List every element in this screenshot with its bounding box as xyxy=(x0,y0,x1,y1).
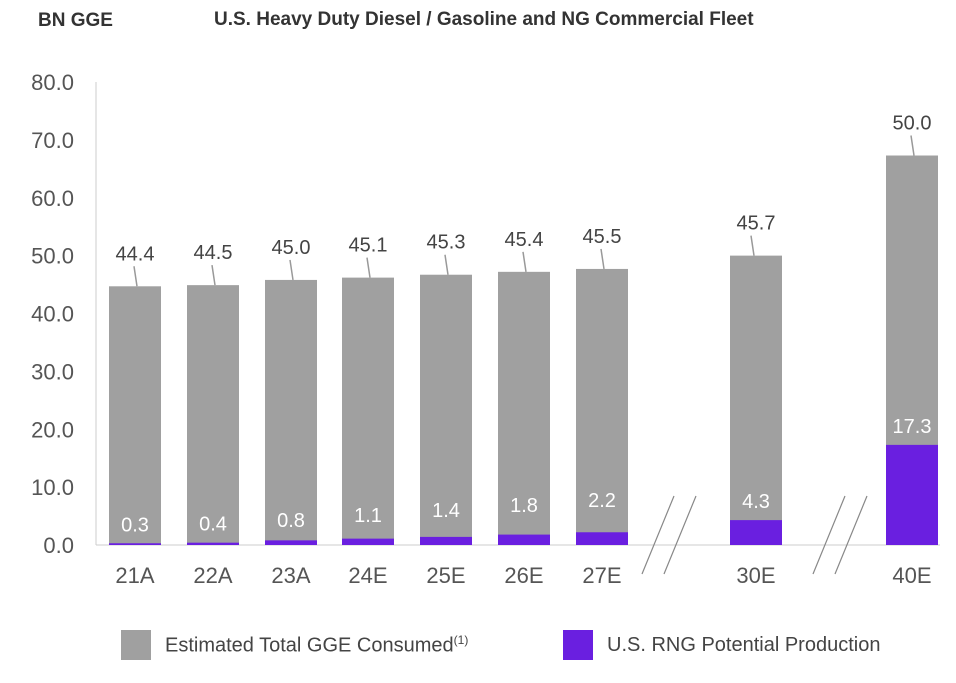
callout-line xyxy=(600,248,605,270)
y-tick-label: 0.0 xyxy=(43,533,74,558)
callout-line xyxy=(444,254,449,275)
unit-label: BN GGE xyxy=(38,10,113,31)
data-label-rng: 17.3 xyxy=(893,416,932,438)
x-tick-label: 40E xyxy=(892,563,931,588)
data-label-total: 44.5 xyxy=(194,242,233,264)
data-label-rng: 4.3 xyxy=(742,491,770,513)
bar-rng xyxy=(886,444,938,545)
legend-item-rng: U.S. RNG Potential Production xyxy=(563,628,880,662)
data-label-rng: 2.2 xyxy=(588,490,616,512)
callout-line xyxy=(366,257,371,278)
x-tick-label: 22A xyxy=(193,563,232,588)
data-label-rng: 1.4 xyxy=(432,500,460,522)
bar-rng xyxy=(730,520,782,545)
data-label-rng: 0.3 xyxy=(121,514,149,536)
data-label-rng: 0.8 xyxy=(277,510,305,532)
bar-rng xyxy=(109,543,161,545)
axis-break-mark xyxy=(663,495,697,575)
data-label-total: 45.0 xyxy=(272,237,311,259)
x-tick-label: 30E xyxy=(736,563,775,588)
axis-break-mark xyxy=(834,495,868,575)
legend-item-total: Estimated Total GGE Consumed(1) xyxy=(121,628,468,662)
x-tick-label: 24E xyxy=(348,563,387,588)
y-tick-label: 70.0 xyxy=(31,128,74,153)
y-tick-label: 80.0 xyxy=(31,70,74,95)
x-tick-label: 25E xyxy=(426,563,465,588)
y-tick-label: 10.0 xyxy=(31,475,74,500)
bar-total xyxy=(187,285,239,545)
chart-canvas: 0.0 10.0 20.0 30.0 40.0 50.0 60.0 70.0 80.0 44.4 0… xyxy=(31,70,940,588)
callout-line xyxy=(289,259,294,281)
callout-line xyxy=(522,251,527,272)
bar-rng xyxy=(342,538,394,545)
data-label-total: 45.1 xyxy=(349,235,388,257)
legend-label-rng: U.S. RNG Potential Production xyxy=(607,633,881,656)
data-label-rng: 1.8 xyxy=(510,495,538,517)
data-label-total: 50.0 xyxy=(893,113,932,135)
bar-total xyxy=(576,268,628,545)
legend-swatch-total xyxy=(121,630,151,660)
callout-line xyxy=(750,235,755,256)
bar-rng xyxy=(498,534,550,545)
bar-total xyxy=(342,277,394,545)
data-label-rng: 0.4 xyxy=(199,514,227,536)
axis-break-mark xyxy=(641,495,675,575)
y-tick-label: 50.0 xyxy=(31,244,74,269)
data-label-total: 45.4 xyxy=(505,229,544,251)
x-tick-label: 21A xyxy=(115,563,154,588)
bar-total xyxy=(730,255,782,545)
y-tick-label: 20.0 xyxy=(31,417,74,442)
data-label-total: 45.3 xyxy=(427,232,466,254)
bar-total xyxy=(498,271,550,545)
bar-rng xyxy=(420,536,472,545)
bar-rng xyxy=(576,532,628,545)
bar-total xyxy=(420,274,472,545)
chart-title: U.S. Heavy Duty Diesel / Gasoline and NG… xyxy=(214,9,754,30)
callout-line xyxy=(133,266,138,287)
data-label-rng: 1.1 xyxy=(354,505,382,527)
callout-line xyxy=(211,265,216,286)
x-tick-label: 23A xyxy=(271,563,310,588)
data-label-total: 44.4 xyxy=(116,243,155,265)
x-tick-label: 27E xyxy=(582,563,621,588)
y-tick-label: 40.0 xyxy=(31,302,74,327)
bar-rng xyxy=(265,540,317,545)
bar-total xyxy=(109,286,161,545)
legend-label-total: Estimated Total GGE Consumed(1) xyxy=(165,632,469,657)
data-label-total: 45.7 xyxy=(737,213,776,235)
legend-swatch-rng xyxy=(563,630,593,660)
y-tick-label: 30.0 xyxy=(31,359,74,384)
callout-line xyxy=(910,135,915,156)
bar-rng xyxy=(187,542,239,545)
y-tick-label: 60.0 xyxy=(31,186,74,211)
x-tick-label: 26E xyxy=(504,563,543,588)
bar-total xyxy=(265,279,317,545)
data-label-total: 45.5 xyxy=(583,226,622,248)
axis-break-mark xyxy=(812,495,846,575)
